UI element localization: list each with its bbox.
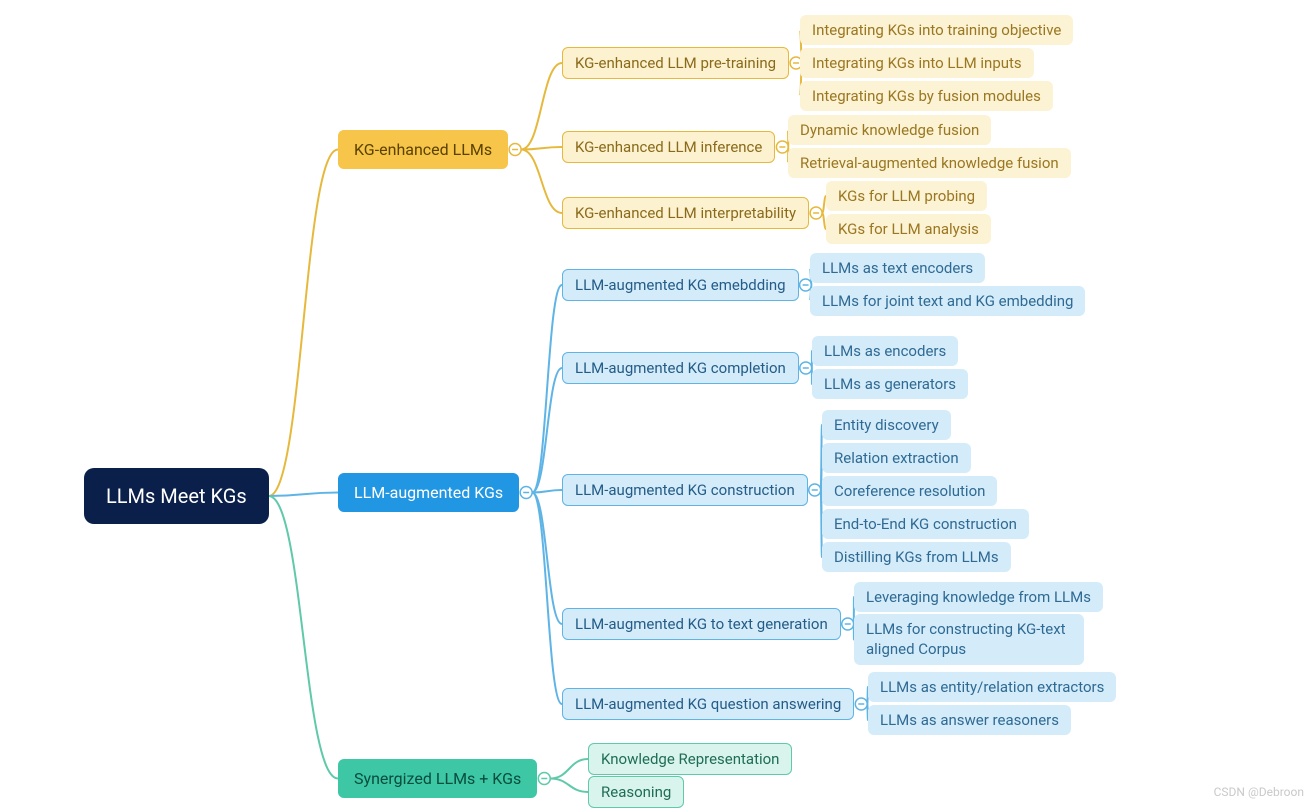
branch-1-child-2-leaf-3: End-to-End KG construction [822,509,1029,539]
branch-0-child-1-leaf-0: Dynamic knowledge fusion [788,115,991,145]
branch-2-child-1: Reasoning [588,776,684,808]
branch-1-child-2-leaf-4: Distilling KGs from LLMs [822,542,1011,572]
root-node: LLMs Meet KGs [84,468,269,524]
branch-1-child-0-leaf-1: LLMs for joint text and KG embedding [810,286,1085,316]
branch-0-child-1: KG-enhanced LLM inference [562,131,775,163]
branch-1: LLM-augmented KGs [338,473,519,512]
branch-1-child-2-leaf-0: Entity discovery [822,410,951,440]
connector-layer [0,0,1316,807]
branch-1-child-1-leaf-0: LLMs as encoders [812,336,958,366]
branch-1-child-2-leaf-1: Relation extraction [822,443,971,473]
branch-1-child-1: LLM-augmented KG completion [562,352,799,384]
branch-0-child-2-leaf-0: KGs for LLM probing [826,181,987,211]
branch-0-child-0-leaf-1: Integrating KGs into LLM inputs [800,48,1034,78]
branch-1-child-3-leaf-0: Leveraging knowledge from LLMs [854,582,1103,612]
branch-0-child-0: KG-enhanced LLM pre-training [562,47,789,79]
branch-0-child-0-leaf-0: Integrating KGs into training objective [800,15,1073,45]
branch-1-child-4-leaf-1: LLMs as answer reasoners [868,705,1071,735]
branch-1-child-4: LLM-augmented KG question answering [562,688,854,720]
branch-1-child-2-leaf-2: Coreference resolution [822,476,997,506]
branch-0: KG-enhanced LLMs [338,130,508,169]
branch-1-child-3: LLM-augmented KG to text generation [562,608,841,640]
branch-1-child-0-leaf-0: LLMs as text encoders [810,253,985,283]
branch-2-child-0: Knowledge Representation [588,743,792,775]
branch-1-child-0: LLM-augmented KG emebdding [562,269,799,301]
branch-0-child-2-leaf-1: KGs for LLM analysis [826,214,991,244]
branch-0-child-1-leaf-1: Retrieval-augmented knowledge fusion [788,148,1071,178]
branch-2: Synergized LLMs + KGs [338,759,537,798]
branch-1-child-4-leaf-0: LLMs as entity/relation extractors [868,672,1116,702]
branch-0-child-2: KG-enhanced LLM interpretability [562,197,809,229]
watermark: CSDN @Debroon [1214,785,1304,799]
branch-0-child-0-leaf-2: Integrating KGs by fusion modules [800,81,1053,111]
branch-1-child-1-leaf-1: LLMs as generators [812,369,968,399]
branch-1-child-3-leaf-1: LLMs for constructing KG-text aligned Co… [854,614,1084,665]
branch-1-child-2: LLM-augmented KG construction [562,474,808,506]
